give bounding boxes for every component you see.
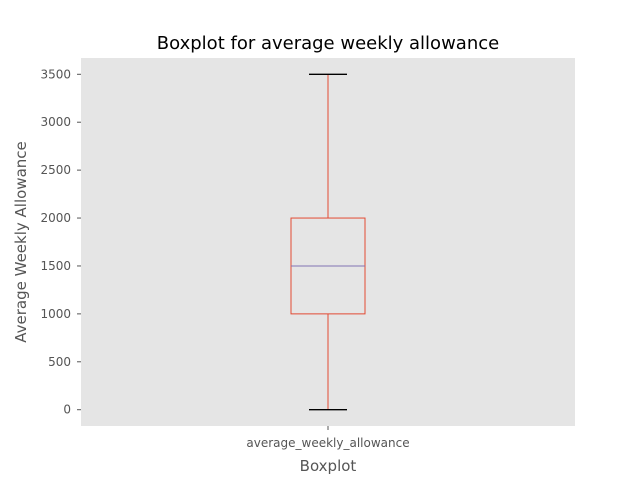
- y-tick-label: 2500: [40, 163, 71, 177]
- y-axis: 0 500 1000 1500 2000 2500 3000 3500: [40, 67, 81, 417]
- boxes: [290, 73, 366, 411]
- y-tick-label: 2000: [40, 211, 71, 225]
- y-tick-label: 1000: [40, 307, 71, 321]
- y-tick-label: 3500: [40, 67, 71, 81]
- y-tick-label: 3000: [40, 115, 71, 129]
- x-tick-label: average_weekly_allowance: [246, 436, 409, 450]
- chart-title: Boxplot for average weekly allowance: [157, 33, 499, 54]
- y-tick-label: 1500: [40, 259, 71, 273]
- y-tick-label: 0: [63, 403, 71, 417]
- x-axis: average_weekly_allowance: [246, 426, 410, 450]
- y-tick-label: 500: [48, 355, 71, 369]
- x-axis-label: Boxplot: [300, 457, 357, 475]
- box-average_weekly_allowance: [290, 73, 366, 411]
- y-axis-label: Average Weekly Allowance: [12, 141, 30, 343]
